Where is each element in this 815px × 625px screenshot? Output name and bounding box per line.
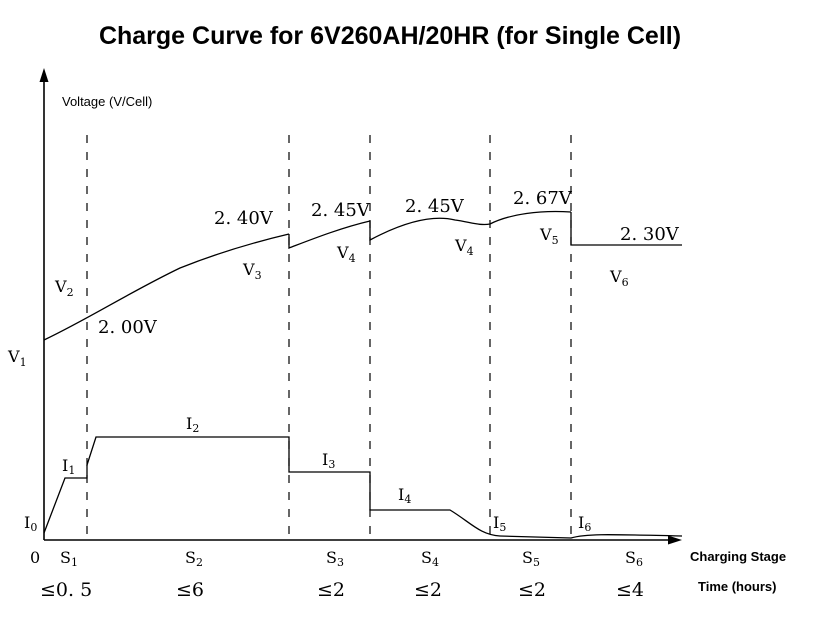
x-axis-label: Charging Stage <box>690 549 786 564</box>
current-marker-i4: I4 <box>398 485 411 506</box>
current-curve <box>43 436 683 539</box>
voltage-value-2-40: 2. 40V <box>214 208 274 229</box>
current-marker-i5: I5 <box>493 513 506 534</box>
current-marker-i3: I3 <box>322 450 335 471</box>
stage-label-s5: S5 <box>522 548 540 569</box>
stage-label-s1: S1 <box>60 548 78 569</box>
time-label-s3: ≤2 <box>317 579 345 601</box>
x-axis-arrow <box>668 535 682 545</box>
time-label-s4: ≤2 <box>414 579 442 601</box>
chart-title: Charge Curve for 6V260AH/20HR (for Singl… <box>99 22 681 50</box>
voltage-value-2-45-a: 2. 45V <box>311 200 371 221</box>
current-marker-i0: I0 <box>24 513 37 534</box>
voltage-segment-s5 <box>489 210 572 225</box>
time-label-s6: ≤4 <box>616 579 644 601</box>
voltage-marker-v1: V1 <box>7 347 27 369</box>
time-axis-label: Time (hours) <box>698 579 777 594</box>
current-marker-i2: I2 <box>186 414 199 435</box>
voltage-curve <box>43 210 682 341</box>
voltage-segment-s1-s2 <box>43 233 290 341</box>
stage-label-s3: S3 <box>326 548 344 569</box>
voltage-marker-v6: V6 <box>609 267 629 289</box>
voltage-marker-v5: V5 <box>539 225 559 247</box>
voltage-value-2-30: 2. 30V <box>620 224 680 245</box>
voltage-segment-s3 <box>288 220 371 249</box>
axes <box>43 78 672 541</box>
voltage-value-2-00: 2. 00V <box>98 317 158 338</box>
voltage-marker-v4b: V4 <box>454 236 474 258</box>
current-marker-i6: I6 <box>578 513 591 534</box>
y-axis-arrow <box>39 68 49 82</box>
stage-separators <box>86 135 572 540</box>
voltage-marker-v3: V3 <box>242 260 262 282</box>
voltage-value-2-45-b: 2. 45V <box>405 196 465 217</box>
time-label-s1: ≤0. 5 <box>40 579 92 601</box>
voltage-marker-v4a: V4 <box>336 243 356 265</box>
time-label-s2: ≤6 <box>176 579 204 601</box>
origin-label: 0 <box>30 548 40 567</box>
current-marker-i1: I1 <box>62 456 75 477</box>
voltage-marker-v2: V2 <box>54 277 74 299</box>
voltage-segment-s6 <box>570 212 682 246</box>
voltage-value-2-67: 2. 67V <box>513 188 573 209</box>
time-label-s5: ≤2 <box>518 579 546 601</box>
current-segment <box>43 436 683 539</box>
y-axis-label: Voltage (V/Cell) <box>62 94 152 109</box>
stage-label-s6: S6 <box>625 548 643 569</box>
stage-label-s2: S2 <box>185 548 203 569</box>
voltage-segment-s4 <box>369 217 491 242</box>
stage-label-s4: S4 <box>421 548 439 569</box>
